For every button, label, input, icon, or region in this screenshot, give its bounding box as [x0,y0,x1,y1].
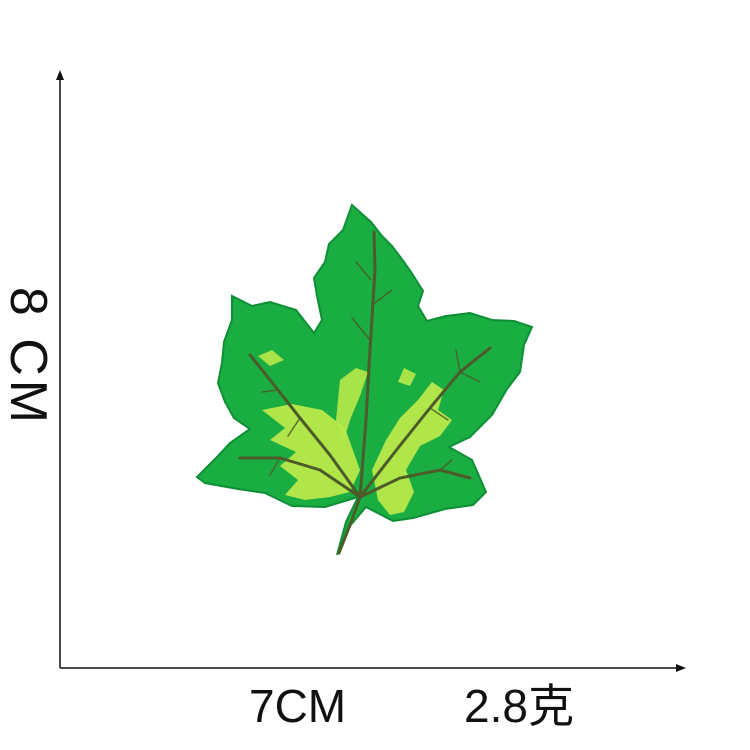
vertical-axis-arrow [56,70,64,80]
width-label: 7CM [249,680,347,732]
leaf-highlight-left [262,404,360,500]
leaf-highlight-top-left [258,350,284,366]
horizontal-axis-arrow [676,664,686,672]
leaf-highlight-center [336,368,368,440]
height-label: 8 CM [0,286,57,428]
weight-label: 2.8克 [464,680,574,732]
leaf-highlight-top-right [398,368,416,386]
leaf-minor-veins [261,261,481,476]
